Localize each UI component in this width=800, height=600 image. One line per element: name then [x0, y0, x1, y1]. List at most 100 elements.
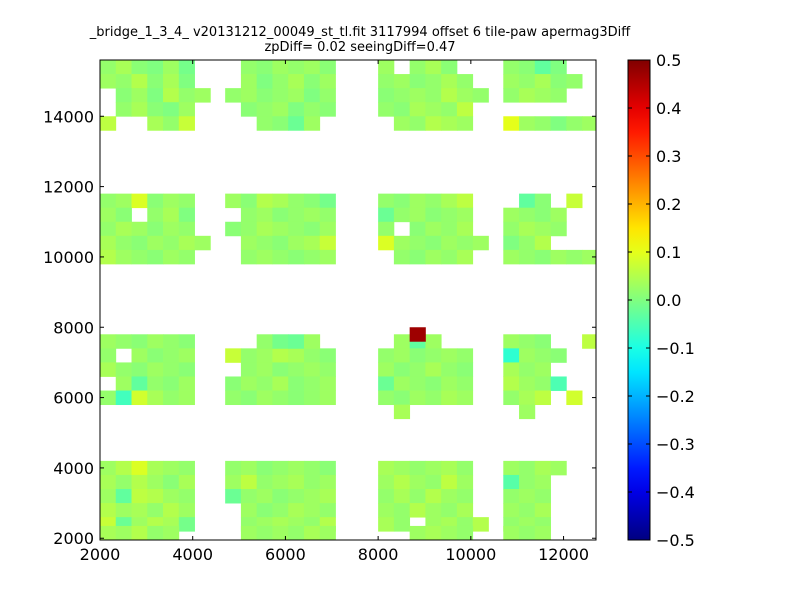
heatmap-cell: [303, 460, 321, 476]
heatmap-cell: [378, 362, 395, 377]
heatmap-cell: [163, 60, 180, 75]
heatmap-cell: [131, 474, 148, 490]
heatmap-cell: [378, 460, 395, 476]
heatmap-cell: [115, 503, 132, 518]
heatmap-cell: [163, 221, 180, 237]
heatmap-cell: [425, 390, 442, 406]
heatmap-cell: [456, 207, 474, 223]
heatmap-cell: [131, 376, 148, 391]
heatmap-cell: [303, 362, 321, 377]
heatmap-cell: [425, 376, 442, 391]
heatmap-cell: [240, 88, 258, 103]
heatmap-cell: [425, 249, 442, 265]
heatmap-cell: [409, 207, 426, 223]
heatmap-cell: [178, 60, 195, 75]
heatmap-cell: [393, 390, 411, 406]
x-tick-label: 4000: [172, 545, 213, 564]
heatmap-cell: [303, 235, 321, 251]
heatmap-cell: [163, 489, 180, 504]
heatmap-cell: [319, 460, 336, 476]
heatmap-cell: [441, 460, 458, 476]
heatmap-cell: [319, 60, 336, 75]
heatmap-cell: [178, 235, 195, 251]
heatmap-cell: [519, 116, 536, 131]
heatmap-cell: [534, 60, 551, 75]
heatmap-cell: [178, 193, 195, 209]
heatmap-cell: [393, 235, 411, 251]
chart-title: _bridge_1_3_4_ v20131212_00049_st_tl.fit…: [89, 25, 631, 40]
heatmap-cell: [456, 362, 474, 377]
heatmap-cell: [163, 74, 180, 89]
heatmap-cell: [425, 489, 442, 504]
heatmap-cell: [256, 221, 273, 237]
heatmap-cell: [319, 376, 336, 391]
heatmap-cell: [503, 334, 520, 349]
heatmap-cell: [534, 88, 551, 103]
heatmap-cell: [178, 249, 195, 265]
plot-frame: [99, 59, 597, 541]
heatmap-cell: [178, 88, 195, 103]
heatmap-cell: [256, 362, 273, 377]
heatmap-cell: [163, 503, 180, 518]
heatmap-cell: [503, 235, 520, 251]
heatmap-cell: [393, 249, 411, 265]
heatmap-cell: [409, 74, 426, 89]
heatmap-cell: [319, 362, 336, 377]
heatmap-cell: [272, 249, 289, 265]
heatmap-cell: [272, 460, 289, 476]
heatmap-cell: [456, 525, 474, 540]
heatmap-cell: [472, 235, 489, 251]
heatmap-cell: [393, 362, 411, 377]
heatmap-cell: [303, 221, 321, 237]
heatmap-cell: [147, 74, 164, 89]
heatmap-cell: [534, 525, 551, 540]
heatmap-cell: [393, 334, 411, 349]
heatmap-cell: [272, 390, 289, 406]
heatmap-cell: [147, 334, 164, 349]
heatmap-cell: [100, 362, 117, 377]
heatmap-cell: [519, 362, 536, 377]
heatmap-cell: [378, 60, 395, 75]
heatmap-cell: [378, 503, 395, 518]
heatmap-cell: [409, 376, 426, 391]
heatmap-cell: [519, 221, 536, 237]
heatmap-cell: [131, 221, 148, 237]
heatmap-cell: [456, 102, 474, 117]
heatmap-cell: [100, 249, 117, 265]
heatmap-cell: [240, 102, 258, 117]
heatmap-cell: [100, 474, 117, 490]
heatmap-cell: [550, 221, 567, 237]
heatmap-cell: [503, 116, 520, 131]
heatmap-cell: [163, 525, 180, 540]
heatmap-cell: [100, 334, 117, 349]
heatmap-cell: [147, 503, 164, 518]
heatmap-cell: [115, 489, 132, 504]
heatmap-cell: [272, 116, 289, 131]
heatmap-cell: [425, 116, 442, 131]
heatmap-cell: [288, 116, 305, 131]
heatmap-cell: [409, 193, 426, 209]
heatmap-cell: [100, 60, 117, 75]
x-tick-label: 8000: [358, 545, 399, 564]
heatmap-cell: [115, 334, 132, 349]
heatmap-cell: [288, 249, 305, 265]
heatmap-cell: [240, 362, 258, 377]
heatmap-cell: [378, 517, 395, 532]
heatmap-cell: [456, 116, 474, 131]
heatmap-cell: [425, 207, 442, 223]
heatmap-cell: [303, 525, 321, 540]
heatmap-cell: [240, 60, 258, 75]
heatmap-cell: [115, 60, 132, 75]
heatmap-cell: [115, 376, 132, 391]
heatmap-cell: [409, 525, 426, 540]
heatmap-cell: [534, 460, 551, 476]
heatmap-cell: [378, 390, 395, 406]
heatmap-cell: [115, 474, 132, 490]
heatmap-cell: [393, 474, 411, 490]
heatmap-cell: [100, 525, 117, 540]
heatmap-cell: [147, 193, 164, 209]
heatmap-cell: [131, 460, 148, 476]
heatmap-cell: [256, 116, 273, 131]
heatmap-cell: [534, 474, 551, 490]
heatmap-cell: [178, 489, 195, 504]
